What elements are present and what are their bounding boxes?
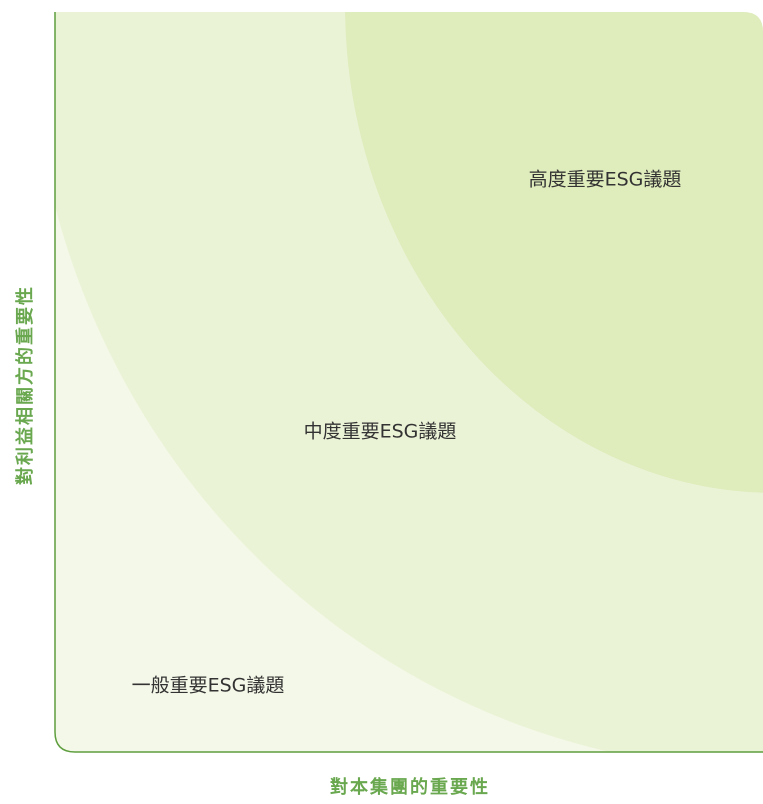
y-axis-label: 對利益相關方的重要性 <box>14 285 36 485</box>
zones <box>55 12 763 752</box>
mid-zone <box>55 12 763 752</box>
axes <box>54 12 763 753</box>
x-axis-label: 對本集團的重要性 <box>330 776 490 798</box>
zone-label: 中度重要ESG議題 <box>304 421 457 443</box>
zone-label: 一般重要ESG議題 <box>132 675 285 697</box>
high-zone <box>345 12 763 493</box>
zone-label: 高度重要ESG議題 <box>529 169 682 191</box>
